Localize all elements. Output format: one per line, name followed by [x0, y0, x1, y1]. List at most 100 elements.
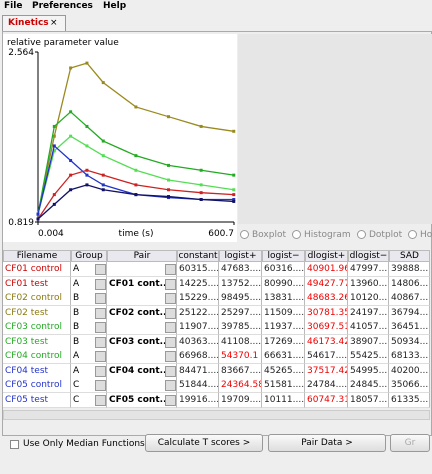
dropdown-arrow[interactable]	[95, 336, 106, 348]
x-tick-label: 600.7	[208, 229, 234, 239]
checkbox-label[interactable]: Use Only Median Functions	[23, 439, 145, 449]
value-cell: 47683....	[219, 262, 262, 277]
tab-title[interactable]: Kinetics	[8, 18, 49, 28]
pair-cell[interactable]: CF05 cont...	[107, 392, 177, 408]
value-cell: 39785....	[219, 320, 262, 335]
filename-cell[interactable]: CF05 control	[3, 378, 71, 393]
radio[interactable]	[292, 230, 301, 239]
filename-cell[interactable]: CF04 test	[3, 363, 71, 379]
value-cell: 36794....	[389, 305, 430, 321]
value-cell: 51844....	[177, 378, 219, 393]
dropdown-arrow[interactable]	[95, 351, 106, 362]
radio-label[interactable]: Ho	[420, 230, 432, 240]
filename-cell[interactable]: CF01 test	[3, 276, 71, 292]
value-cell: 40200....	[389, 363, 430, 379]
dropdown-arrow[interactable]	[95, 278, 106, 290]
dropdown-arrow[interactable]	[165, 394, 176, 406]
data-point	[101, 173, 105, 177]
data-point	[167, 115, 171, 119]
data-point	[199, 183, 203, 187]
data-point	[232, 197, 236, 201]
dropdown-arrow[interactable]	[95, 380, 106, 391]
fit-line	[37, 184, 234, 220]
value-cell: 50934....	[389, 334, 430, 350]
data-point	[167, 195, 171, 199]
dropdown-arrow[interactable]	[165, 264, 176, 275]
value-cell: 19916....	[177, 392, 219, 408]
dropdown-arrow[interactable]	[95, 322, 106, 333]
value-cell: 46173.42	[305, 334, 348, 350]
data-point	[69, 173, 73, 177]
dropdown-arrow[interactable]	[95, 307, 106, 319]
filename-cell[interactable]: CF03 test	[3, 334, 71, 350]
column-header: dlogist+	[305, 250, 348, 262]
dropdown-arrow[interactable]	[95, 394, 106, 406]
dropdown-arrow[interactable]	[165, 278, 176, 290]
column-header: constant	[177, 250, 219, 262]
dropdown-arrow[interactable]	[95, 365, 106, 377]
value-cell: 37517.42	[305, 363, 348, 379]
data-point	[199, 168, 203, 172]
radio[interactable]	[408, 230, 417, 239]
dropdown-arrow[interactable]	[165, 351, 176, 362]
value-cell: 24197....	[348, 305, 389, 321]
radio-label[interactable]: Histogram	[304, 230, 351, 240]
value-cell: 30781.35	[305, 305, 348, 321]
side-panel	[238, 34, 432, 224]
checkbox[interactable]	[10, 440, 19, 449]
filename-cell[interactable]: CF05 test	[3, 392, 71, 408]
dropdown-arrow[interactable]	[165, 293, 176, 304]
data-point	[85, 173, 89, 177]
menu-item[interactable]: Help	[103, 1, 127, 11]
data-point	[52, 124, 56, 128]
dropdown-arrow[interactable]	[165, 322, 176, 333]
data-point	[52, 149, 56, 153]
value-cell: 41057....	[348, 320, 389, 335]
value-cell: 80990....	[262, 276, 305, 292]
data-point	[52, 134, 56, 138]
filename-cell[interactable]: CF02 control	[3, 291, 71, 306]
value-cell: 14225....	[177, 276, 219, 292]
y-axis-label: relative parameter value	[7, 38, 119, 48]
column-header: Group	[71, 250, 107, 262]
button[interactable]: Pair Data >	[268, 434, 386, 452]
filename-cell[interactable]: CF04 control	[3, 349, 71, 364]
value-cell: 11509....	[262, 305, 305, 321]
value-cell: 40901.96	[305, 262, 348, 277]
value-cell: 68133....	[389, 349, 430, 364]
button[interactable]: Calculate T scores >	[145, 434, 263, 452]
column-header: SAD	[389, 250, 430, 262]
dropdown-arrow[interactable]	[95, 293, 106, 304]
data-point	[69, 66, 73, 70]
data-point	[199, 197, 203, 201]
menu-item[interactable]: Preferences	[32, 1, 93, 11]
scrollbar[interactable]	[3, 410, 430, 420]
data-point	[232, 199, 236, 203]
data-point	[69, 159, 73, 163]
data-point	[232, 129, 236, 133]
radio-label[interactable]: Dotplot	[369, 230, 403, 240]
filename-cell[interactable]: CF02 test	[3, 305, 71, 321]
dropdown-arrow[interactable]	[95, 264, 106, 275]
value-cell: 19709....	[219, 392, 262, 408]
value-cell: 30697.51	[305, 320, 348, 335]
filename-cell[interactable]: CF01 control	[3, 262, 71, 277]
dropdown-arrow[interactable]	[165, 336, 176, 348]
dropdown-arrow[interactable]	[165, 365, 176, 377]
value-cell: 38907....	[348, 334, 389, 350]
dropdown-arrow[interactable]	[165, 307, 176, 319]
menu-item[interactable]: File	[4, 1, 23, 11]
filename-cell[interactable]: CF03 control	[3, 320, 71, 335]
radio[interactable]	[240, 230, 249, 239]
button[interactable]: Gr	[390, 434, 430, 452]
radio-label[interactable]: Boxplot	[252, 230, 286, 240]
data-point	[85, 144, 89, 148]
tab-close[interactable]: ×	[50, 18, 58, 28]
radio[interactable]	[357, 230, 366, 239]
dropdown-arrow[interactable]	[165, 380, 176, 391]
value-cell: 36451....	[389, 320, 430, 335]
data-point	[232, 173, 236, 177]
tab	[2, 15, 66, 31]
data-point	[232, 193, 236, 197]
